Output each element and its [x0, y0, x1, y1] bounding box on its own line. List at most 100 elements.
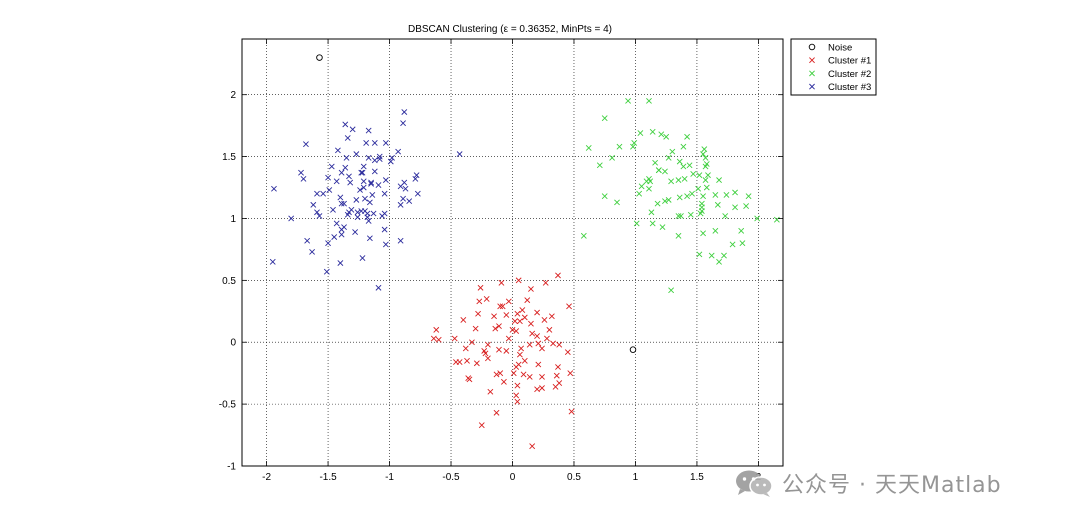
cluster-point	[498, 279, 505, 286]
cluster-point	[649, 220, 656, 227]
cluster-point	[739, 240, 746, 247]
cluster-point	[477, 284, 484, 291]
cluster-point	[702, 177, 709, 184]
cluster-point	[469, 339, 475, 346]
cluster-point	[478, 422, 485, 429]
cluster-point	[512, 318, 518, 325]
cluster-point	[601, 115, 608, 122]
cluster-point	[325, 240, 331, 247]
cluster-point	[430, 335, 437, 342]
cluster-point	[323, 268, 330, 275]
cluster-point	[534, 309, 541, 316]
series-cluster-1	[430, 272, 575, 450]
cluster-point	[341, 224, 347, 231]
cluster-point	[460, 317, 467, 323]
cluster-point	[676, 194, 683, 201]
cluster-point	[636, 190, 643, 197]
legend-marker	[809, 83, 815, 90]
cluster-point	[716, 258, 722, 265]
y-tick-label: 2	[230, 90, 236, 101]
cluster-point	[516, 318, 523, 325]
cluster-point	[665, 154, 672, 161]
cluster-point	[566, 303, 572, 310]
cluster-point	[370, 210, 377, 217]
cluster-point	[668, 287, 675, 294]
cluster-point	[723, 192, 730, 198]
ticks	[242, 39, 783, 467]
cluster-point	[341, 200, 347, 207]
cluster-point	[464, 357, 470, 364]
cluster-point	[314, 209, 320, 216]
cluster-point	[381, 226, 388, 233]
cluster-point	[451, 335, 458, 342]
cluster-point	[503, 312, 510, 318]
cluster-point	[375, 284, 382, 291]
cluster-point	[534, 386, 541, 393]
axes: -2 -1.5 -1 -0.5 0 0.5 1 1.5 2 -1 -0.5 0 0.5 1 1.5 2	[219, 38, 784, 483]
cluster-point	[676, 158, 683, 165]
cluster-point	[360, 184, 367, 191]
cluster-point	[379, 213, 386, 219]
y-tick-labels: -1 -0.5 0 0.5 1 1.5 2	[219, 90, 237, 472]
cluster-point	[528, 286, 534, 292]
cluster-point	[652, 159, 659, 166]
cluster-point	[368, 180, 375, 187]
cluster-point	[675, 177, 682, 184]
cluster-point	[555, 364, 561, 370]
series-cluster-2	[580, 97, 780, 294]
cluster-point	[690, 170, 697, 177]
cluster-point	[346, 173, 352, 180]
cluster-point	[528, 320, 534, 327]
cluster-point	[505, 298, 512, 305]
cluster-point	[371, 157, 378, 164]
cluster-point	[359, 255, 366, 261]
cluster-point	[564, 349, 571, 356]
cluster-point	[534, 333, 541, 339]
cluster-point	[535, 340, 542, 347]
cluster-point	[400, 195, 406, 202]
cluster-point	[382, 177, 389, 184]
cluster-point	[360, 178, 367, 185]
cluster-point	[519, 307, 526, 313]
cluster-point	[729, 241, 736, 248]
cluster-point	[475, 310, 481, 317]
cluster-point	[556, 341, 563, 348]
y-tick-label: 0.5	[222, 276, 236, 287]
cluster-point	[337, 194, 344, 201]
cluster-point	[662, 168, 668, 175]
cluster-point	[648, 209, 655, 216]
cluster-point	[548, 313, 555, 320]
cluster-point	[732, 189, 738, 196]
cluster-point	[529, 443, 536, 450]
y-tick-label: -1	[227, 462, 236, 473]
cluster-point	[493, 409, 500, 416]
cluster-point	[376, 153, 383, 160]
x-tick-label: 1	[633, 472, 639, 483]
cluster-point	[483, 295, 490, 302]
cluster-point	[697, 210, 704, 217]
cluster-point	[678, 213, 684, 219]
cluster-point	[487, 388, 494, 395]
cluster-point	[521, 314, 528, 321]
cluster-point	[395, 148, 402, 155]
cluster-point	[381, 190, 388, 197]
cluster-point	[382, 241, 389, 248]
cluster-point	[680, 163, 687, 170]
wechat-icon	[736, 470, 773, 497]
cluster-point	[342, 164, 349, 171]
cluster-point	[516, 351, 523, 358]
cluster-point	[402, 185, 409, 192]
series-noise	[316, 54, 637, 353]
cluster-point	[696, 251, 703, 258]
cluster-point	[234, 164, 239, 169]
cluster-point	[705, 172, 711, 179]
cluster-point	[343, 154, 350, 161]
legend-label: Cluster #1	[828, 56, 871, 67]
cluster-point	[433, 326, 440, 333]
cluster-point	[505, 335, 512, 342]
cluster-point	[499, 303, 506, 310]
cluster-point	[510, 370, 517, 377]
cluster-point	[539, 345, 545, 352]
cluster-point	[703, 184, 710, 191]
